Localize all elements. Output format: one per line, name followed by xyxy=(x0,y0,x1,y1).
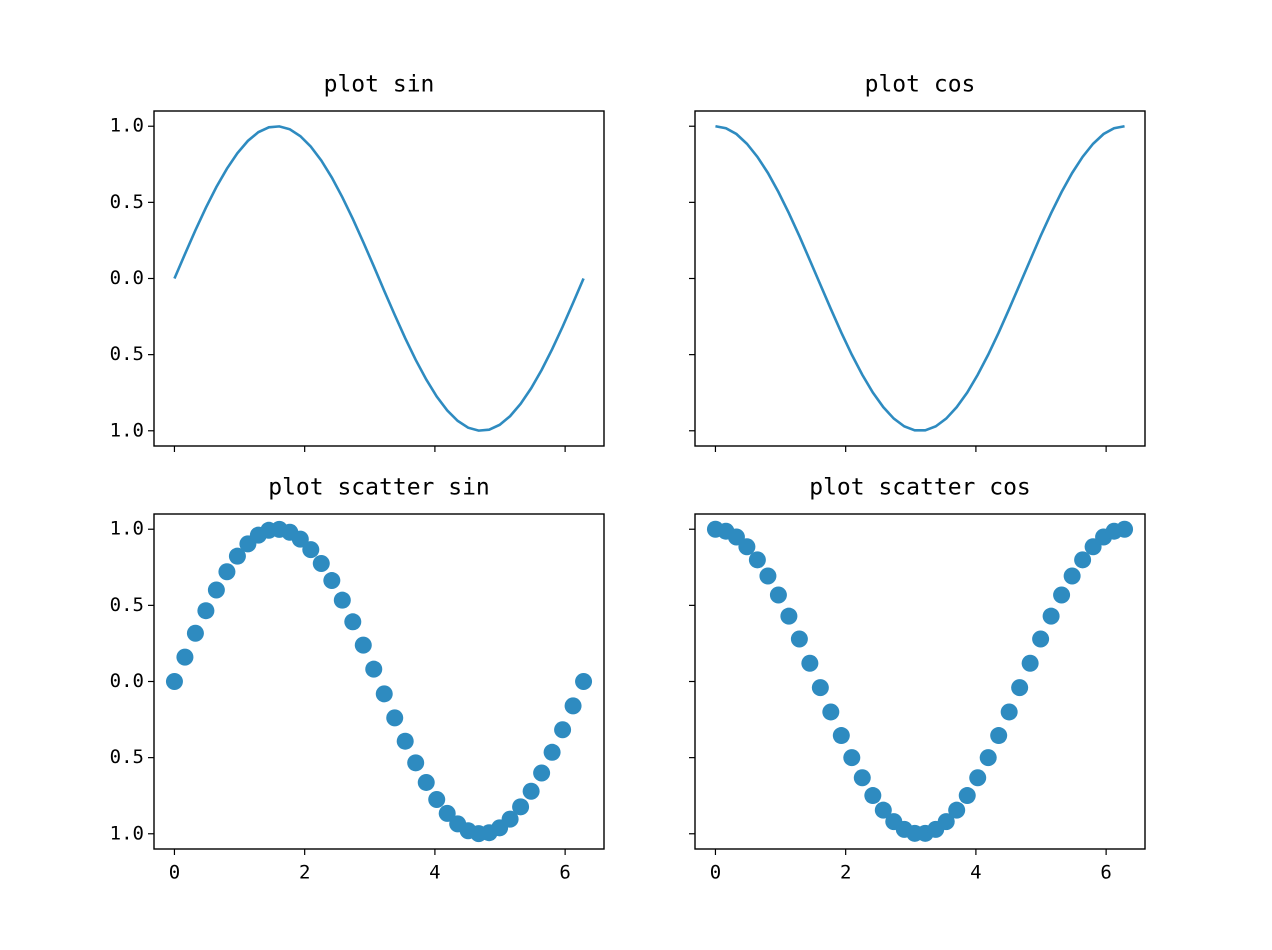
axes-frame xyxy=(694,110,1146,447)
scatter-point xyxy=(990,727,1008,745)
y-tick-label: 1.0 xyxy=(110,518,144,540)
scatter-point xyxy=(780,607,798,625)
scatter-point xyxy=(822,703,840,721)
scatter-point xyxy=(832,727,850,745)
y-tick-label: 0.5 xyxy=(110,594,144,616)
scatter-point xyxy=(748,551,766,569)
scatter-point xyxy=(1000,703,1018,721)
scatter-point xyxy=(438,804,456,822)
scatter-point xyxy=(843,749,861,767)
scatter-point xyxy=(811,679,829,697)
axes-frame xyxy=(153,513,605,850)
x-tick-label: 6 xyxy=(1100,862,1111,884)
scatter-point xyxy=(564,697,582,715)
subplot-title: plot sin xyxy=(324,72,435,98)
y-tick-label: 0.0 xyxy=(110,670,144,692)
scatter-point xyxy=(501,810,519,828)
scatter-point xyxy=(1032,630,1050,648)
scatter-point xyxy=(197,602,215,620)
x-tick-label: 4 xyxy=(429,862,440,884)
scatter-point xyxy=(417,773,435,791)
scatter-point xyxy=(554,721,572,739)
y-tick-label: 0.5 xyxy=(110,746,144,768)
scatter-point xyxy=(1011,679,1029,697)
scatter-point xyxy=(1053,586,1071,604)
x-tick-label: 6 xyxy=(559,862,570,884)
scatter-point xyxy=(874,801,892,819)
scatter-point xyxy=(948,801,966,819)
subplot-title: plot scatter sin xyxy=(268,475,490,501)
y-tick-label: 1.0 xyxy=(110,419,144,441)
scatter-point xyxy=(176,648,194,666)
scatter-point xyxy=(512,798,530,816)
sine-line xyxy=(715,124,1125,432)
scatter-point xyxy=(1063,567,1081,585)
scatter-point xyxy=(375,685,393,703)
scatter-point xyxy=(291,530,309,548)
scatter-point xyxy=(1021,654,1039,672)
scatter-point xyxy=(354,636,372,654)
scatter-point xyxy=(386,709,404,727)
y-tick-label: 1.0 xyxy=(110,115,144,137)
scatter-point xyxy=(533,764,551,782)
y-tick-label: 0.5 xyxy=(110,191,144,213)
scatter-point xyxy=(853,769,871,787)
scatter-point xyxy=(769,586,787,604)
scatter-point xyxy=(302,541,320,559)
subplot-title: plot cos xyxy=(865,72,976,98)
scatter-point xyxy=(543,743,561,761)
scatter-point xyxy=(1116,520,1134,538)
scatter-point xyxy=(969,769,987,787)
scatter-point xyxy=(1042,607,1060,625)
scatter-point xyxy=(165,673,183,690)
scatter-point xyxy=(575,673,593,690)
scatter-point xyxy=(522,782,540,800)
scatter-point xyxy=(396,732,414,750)
scatter-point xyxy=(759,567,777,585)
x-tick-label: 2 xyxy=(840,862,851,884)
scatter-point xyxy=(207,581,225,599)
y-tick-label: 0.0 xyxy=(110,267,144,289)
y-tick-label: 0.5 xyxy=(110,343,144,365)
x-tick-label: 4 xyxy=(970,862,981,884)
sine-line xyxy=(173,125,585,432)
axes-frame xyxy=(153,110,605,447)
scatter-point xyxy=(228,547,246,565)
scatter-point xyxy=(344,613,362,631)
scatter-point xyxy=(428,791,446,809)
scatter-point xyxy=(1074,551,1092,569)
scatter-point xyxy=(407,754,425,772)
scatter-point xyxy=(365,660,383,678)
scatter-point xyxy=(864,787,882,805)
y-tick-label: 1.0 xyxy=(110,822,144,844)
scatter-point xyxy=(979,749,997,767)
subplot-title: plot scatter cos xyxy=(809,475,1031,501)
scatter-point xyxy=(333,591,351,609)
scatter-point xyxy=(738,538,756,556)
scatter-point xyxy=(312,554,330,572)
scatter-point xyxy=(218,563,236,581)
scatter-point xyxy=(790,630,808,648)
scatter-point xyxy=(186,624,204,642)
scatter-point xyxy=(937,813,955,831)
scatter-point xyxy=(801,654,819,672)
scatter-point xyxy=(958,787,976,805)
scatter-point xyxy=(323,572,341,590)
axes-frame xyxy=(694,513,1146,850)
x-tick-label: 0 xyxy=(169,862,180,884)
x-tick-label: 2 xyxy=(299,862,310,884)
x-tick-label: 0 xyxy=(710,862,721,884)
